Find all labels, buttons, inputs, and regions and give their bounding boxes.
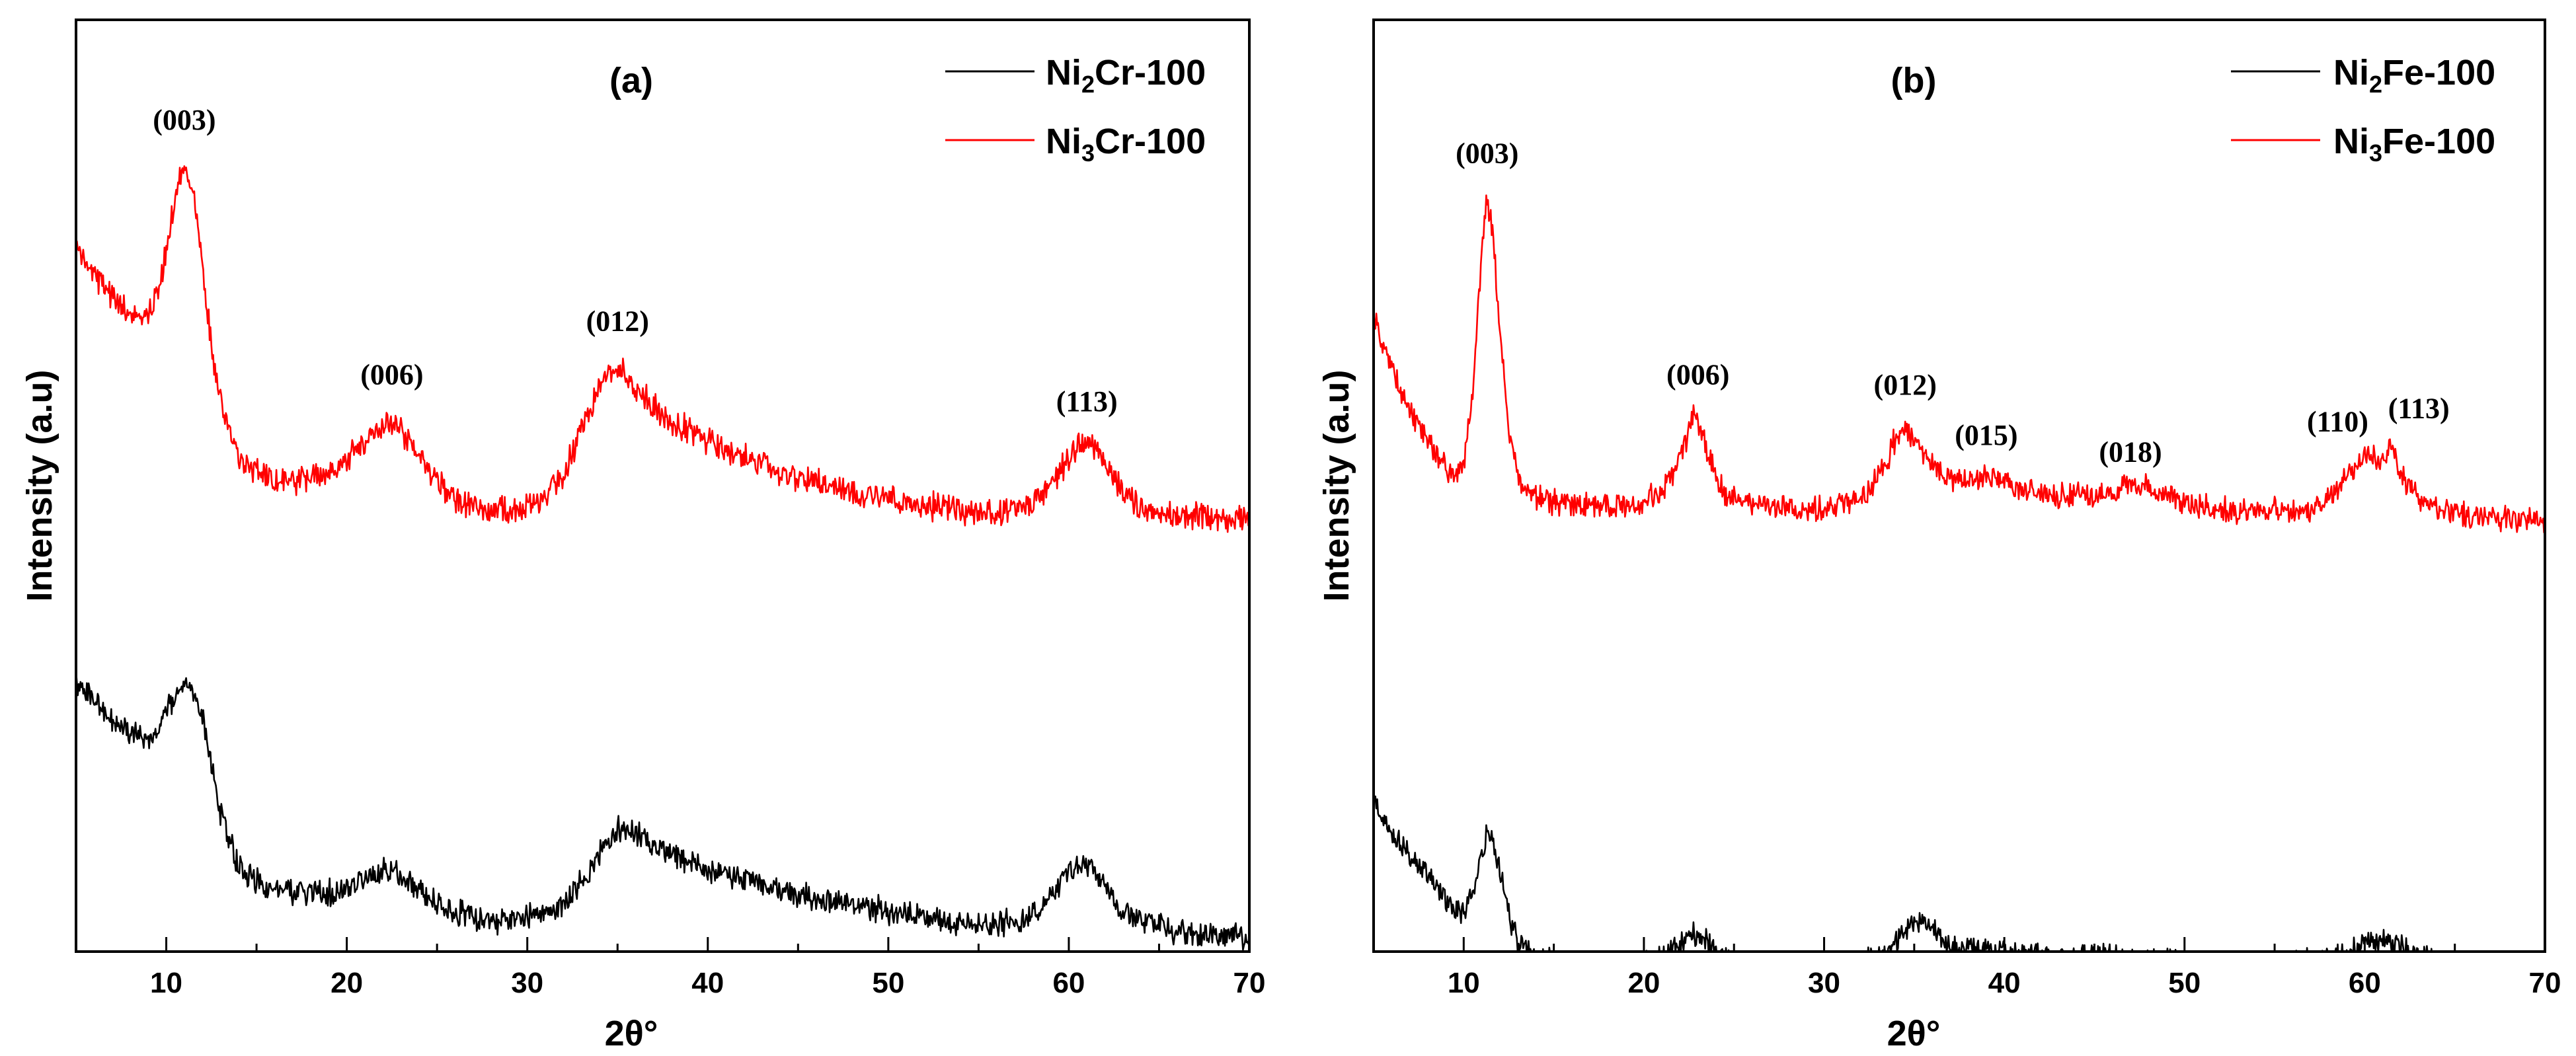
panel-b-peak-label: (003)	[1456, 137, 1518, 170]
panel-b-legend-entry-2: Ni3Fe-100	[2333, 122, 2495, 167]
panel-b: 10 20 30 40 50 60 70 (b) 2θ° Intensity (a.u) N…	[1317, 19, 2561, 1053]
panel-b-x-tick-label-70: 70	[2529, 967, 2561, 999]
panel-b-x-tick-label-60: 60	[2349, 967, 2381, 999]
panel-b-x-tick-label-30: 30	[1808, 967, 1840, 999]
panel-a-x-axis-title: 2θ°	[605, 1014, 658, 1053]
panel-b-peak-labels: (003) (006) (012) (015) (018) (110) (113)	[1456, 137, 2450, 469]
panel-a-x-ticks	[75, 937, 1251, 952]
panel-a-legend: Ni2Cr-100 Ni3Cr-100	[945, 53, 1206, 167]
panel-a-peak-labels: (003) (006) (012) (113)	[153, 104, 1117, 418]
panel-b-x-ticks	[1372, 937, 2546, 952]
panel-a-x-tick-label-50: 50	[872, 967, 904, 999]
panel-a-series	[76, 165, 1249, 951]
panel-a-plot-frame	[75, 19, 1251, 953]
panel-b-peak-label: (113)	[2388, 392, 2450, 424]
panel-b-peak-label: (006)	[1666, 359, 1729, 391]
panel-b-x-axis-title: 2θ°	[1887, 1014, 1941, 1053]
panel-b-series	[1374, 194, 2545, 952]
panel-a: 10 20 30 40 50 60 70 (a) 2θ° Intensity (a.u) N…	[20, 19, 1265, 1053]
panel-b-legend-entry-1: Ni2Fe-100	[2333, 53, 2495, 98]
panel-a-legend-entry-1: Ni2Cr-100	[1046, 53, 1206, 98]
panel-b-peak-label: (015)	[1955, 419, 2017, 451]
panel-b-plot-frame	[1372, 19, 2546, 953]
panel-a-peak-label: (113)	[1056, 385, 1118, 418]
panel-a-peak-label: (012)	[586, 305, 649, 337]
panel-a-x-tick-label-40: 40	[691, 967, 724, 999]
panel-a-x-tick-label-20: 20	[331, 967, 363, 999]
panel-b-x-tick-label-10: 10	[1448, 967, 1480, 999]
panel-b-x-tick-label-50: 50	[2168, 967, 2201, 999]
panel-b-peak-label: (110)	[2307, 406, 2368, 438]
panel-a-peak-label: (006)	[360, 359, 423, 391]
panel-a-series-2-line	[76, 165, 1249, 533]
panel-a-x-tick-label-10: 10	[150, 967, 182, 999]
panel-a-x-tick-label-60: 60	[1052, 967, 1085, 999]
panel-b-peak-label: (018)	[2099, 435, 2162, 468]
panel-b-x-tick-label-20: 20	[1627, 967, 1660, 999]
panel-b-series-2-line	[1374, 194, 2545, 534]
panel-b-legend: Ni2Fe-100 Ni3Fe-100	[2231, 53, 2495, 167]
panel-a-x-tick-label-70: 70	[1233, 967, 1266, 999]
panel-b-peak-label: (012)	[1874, 369, 1937, 401]
panel-a-x-tick-label-30: 30	[511, 967, 543, 999]
panel-a-series-1-line	[76, 671, 1249, 951]
panel-b-x-tick-label-40: 40	[1988, 967, 2021, 999]
panel-a-peak-label: (003)	[153, 104, 215, 136]
panel-a-legend-entry-2: Ni3Cr-100	[1046, 122, 1206, 167]
panel-b-label: (b)	[1891, 61, 1937, 100]
panel-a-x-tick-labels: 10 20 30 40 50 60 70	[150, 967, 1265, 999]
panel-b-y-axis-title: Intensity (a.u)	[1317, 369, 1356, 601]
panel-a-y-axis-title: Intensity (a.u)	[20, 369, 59, 601]
panel-a-label: (a)	[609, 61, 653, 100]
panel-b-x-tick-labels: 10 20 30 40 50 60 70	[1448, 967, 2561, 999]
panel-b-series-1-line	[1374, 791, 2438, 952]
